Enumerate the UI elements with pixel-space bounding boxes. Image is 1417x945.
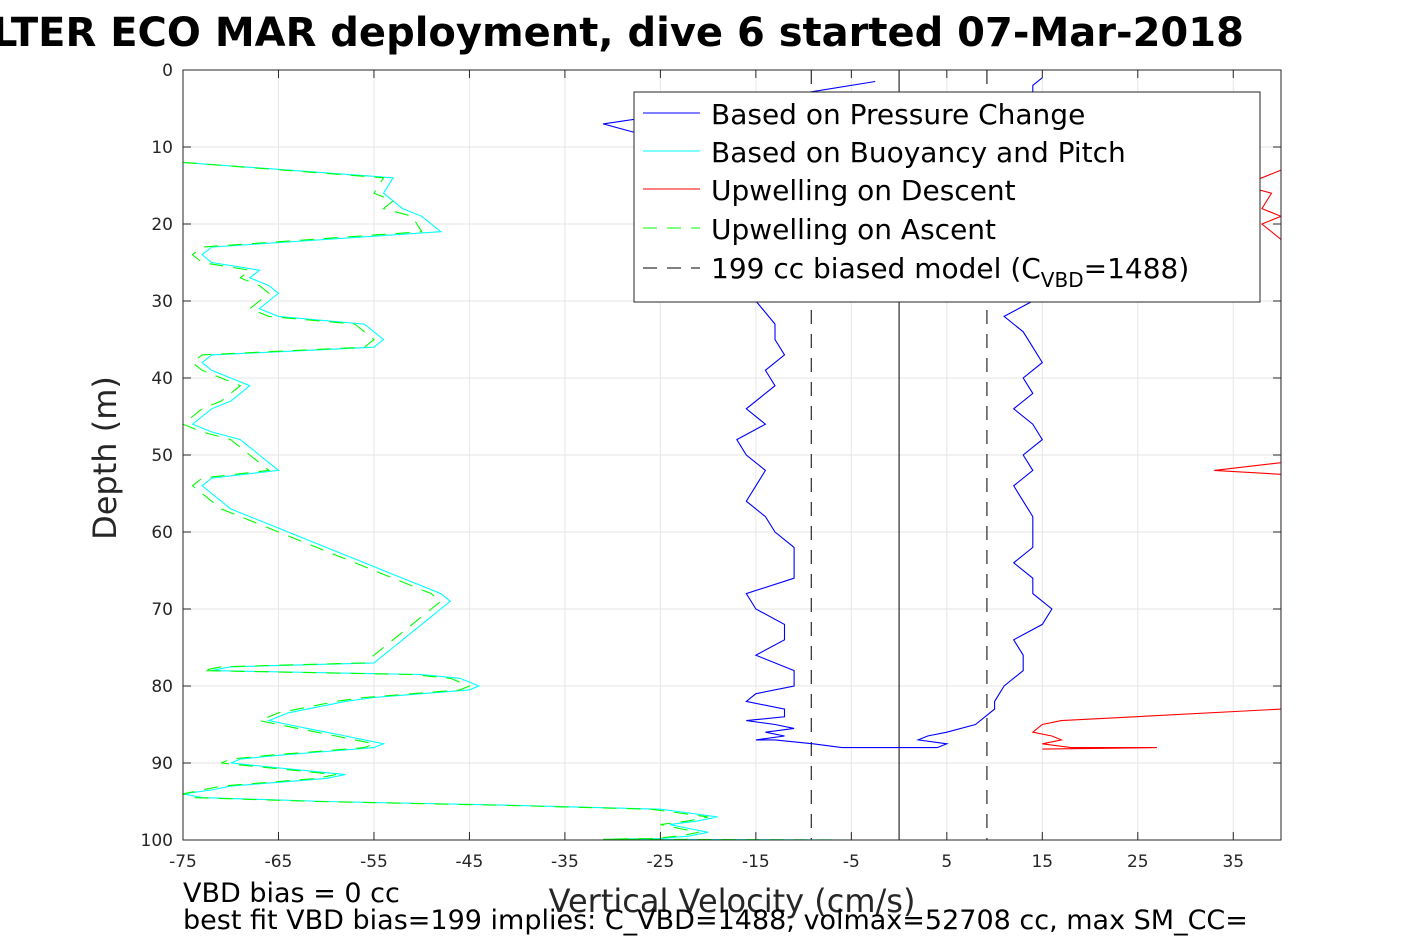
legend-box — [633, 91, 1261, 303]
y-tick-label: 100 — [141, 831, 173, 851]
legend-label-descent: Upwelling on Descent — [711, 174, 1016, 207]
x-tick-label: 25 — [1127, 852, 1149, 872]
legend-label-pressure: Based on Pressure Change — [711, 98, 1085, 131]
axis-ticks: -75 -65 -55 -45 -35 -25 -15 -5 5 15 25 350102030405… — [141, 61, 1281, 872]
y-tick-label: 60 — [151, 523, 173, 543]
y-tick-label: 70 — [151, 600, 173, 620]
x-tick-label: -25 — [647, 852, 675, 872]
y-axis-label: Depth (m) — [86, 376, 124, 540]
y-tick-label: 10 — [151, 138, 173, 158]
chart-title: LTER ECO MAR deployment, dive 6 started … — [0, 10, 1244, 56]
y-tick-label: 40 — [151, 369, 173, 389]
series-line-upwelling-on-descent — [1031, 169, 1281, 750]
series-line-based-on-buoyancy-and-pitch — [183, 161, 852, 840]
y-tick-label: 30 — [151, 292, 173, 312]
series-line-upwelling-on-ascent — [183, 161, 842, 840]
x-tick-label: -75 — [169, 852, 197, 872]
x-tick-label: -45 — [456, 852, 484, 872]
legend-label-ascent: Upwelling on Ascent — [711, 213, 996, 246]
x-tick-label: -55 — [360, 852, 388, 872]
legend-model-suffix: =1488) — [1084, 252, 1190, 285]
legend-label-buoyancy: Based on Buoyancy and Pitch — [711, 136, 1126, 169]
x-tick-label: -5 — [843, 852, 860, 872]
footer-best-fit: best fit VBD bias=199 implies: C_VBD=148… — [183, 905, 1248, 936]
y-tick-label: 90 — [151, 754, 173, 774]
legend-label-model: 199 cc biased model (CVBD=1488) — [711, 252, 1189, 292]
y-tick-label: 50 — [151, 446, 173, 466]
legend-model-subscript: VBD — [1041, 268, 1084, 292]
x-axis-label: Vertical Velocity (cm/s) — [549, 882, 916, 920]
x-tick-label: 35 — [1222, 852, 1244, 872]
x-tick-label: 5 — [941, 852, 952, 872]
legend: Based on Pressure Change Based on Buoyan… — [633, 91, 1261, 303]
y-tick-label: 20 — [151, 215, 173, 235]
x-tick-label: -65 — [265, 852, 293, 872]
legend-model-prefix: 199 cc biased model (C — [711, 252, 1041, 285]
x-tick-label: -15 — [742, 852, 770, 872]
footer-vbd-bias: VBD bias = 0 cc — [183, 878, 400, 909]
y-tick-label: 0 — [162, 61, 173, 81]
x-tick-label: -35 — [551, 852, 579, 872]
y-tick-label: 80 — [151, 677, 173, 697]
x-tick-label: 15 — [1031, 852, 1053, 872]
